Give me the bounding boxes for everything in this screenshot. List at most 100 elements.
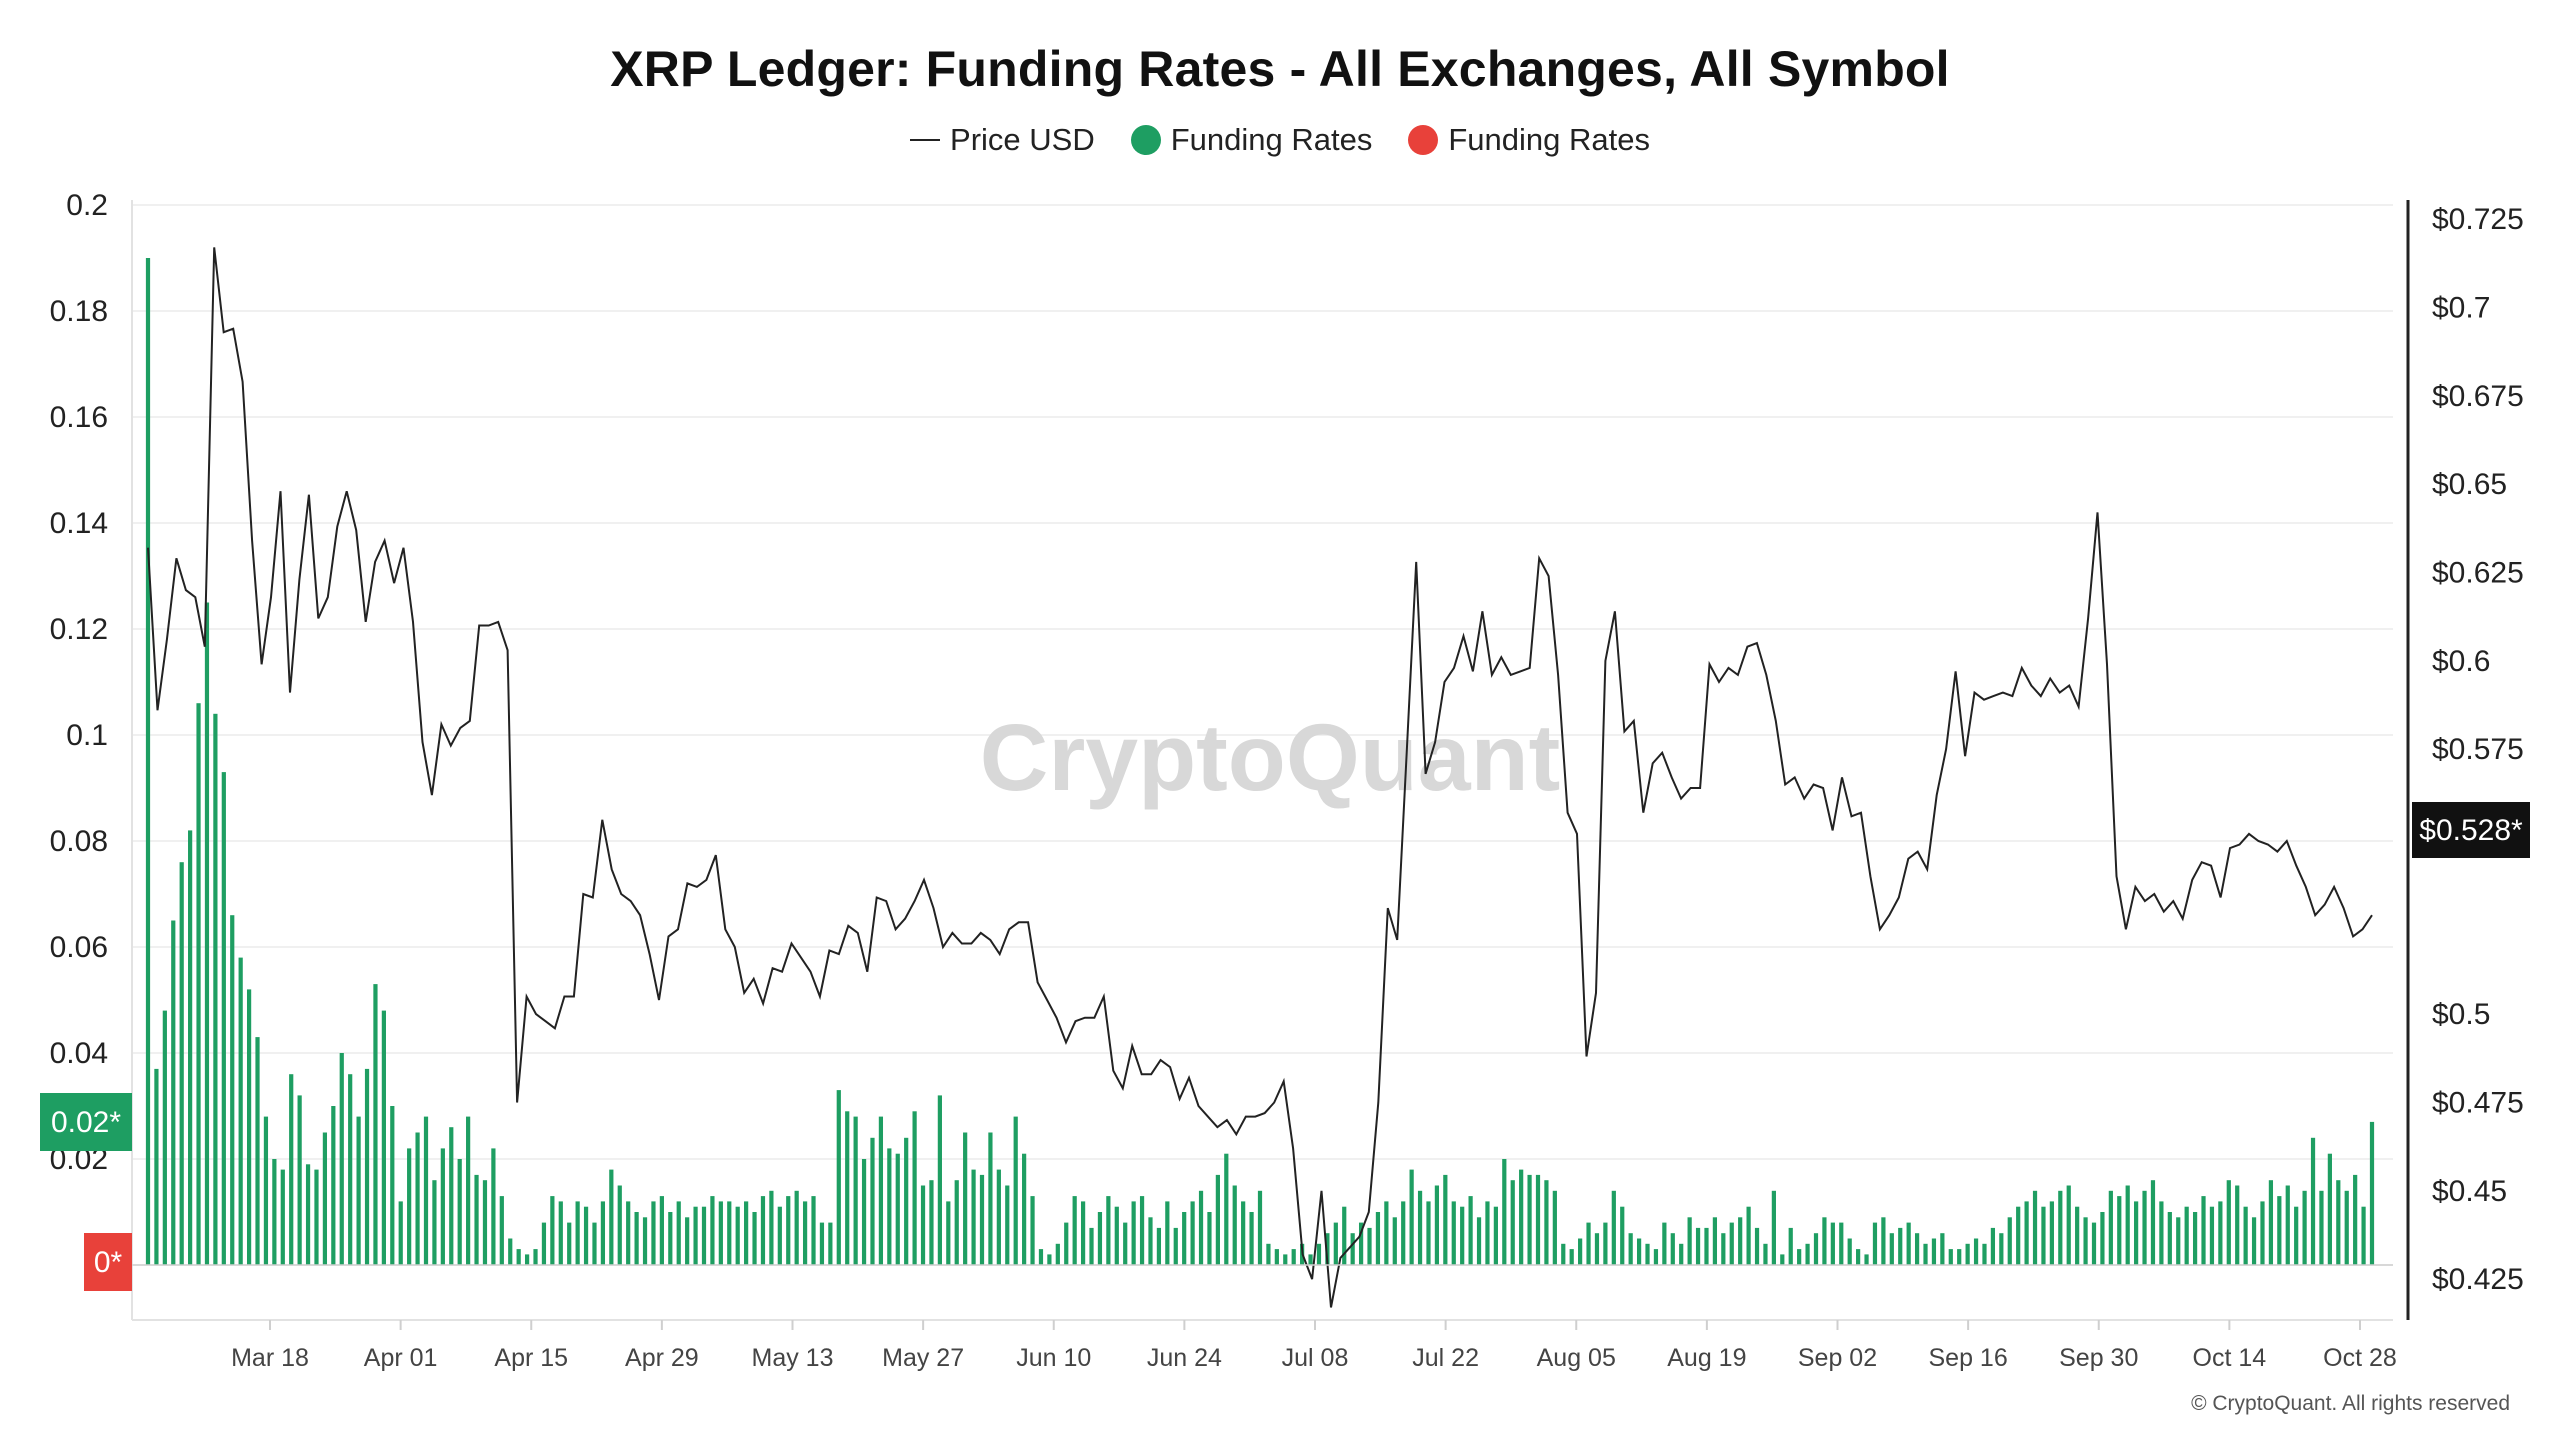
funding-rate-bar — [230, 915, 235, 1265]
x-tick-label: Oct 14 — [2193, 1344, 2267, 1372]
funding-rate-bar — [2075, 1206, 2080, 1265]
funding-rate-bar — [693, 1206, 698, 1265]
y-left-tick-labels: 0.20.180.160.140.120.10.080.060.040.020 — [50, 189, 108, 1282]
funding-rate-bar — [1257, 1190, 1263, 1265]
funding-rate-bar — [1384, 1201, 1389, 1265]
y-right-tick-label: $0.6 — [2432, 645, 2490, 678]
funding-rate-bar — [491, 1148, 496, 1265]
x-tick-label: Sep 02 — [1798, 1344, 1877, 1372]
funding-rate-bar — [1594, 1233, 1600, 1265]
funding-rate-bar — [255, 1037, 260, 1265]
funding-rate-bar — [280, 1169, 285, 1265]
funding-rate-bar — [1729, 1222, 1734, 1265]
funding-rate-bar — [499, 1196, 504, 1265]
funding-rate-bar — [1670, 1233, 1675, 1265]
funding-rate-bar — [1653, 1249, 1659, 1265]
legend-item-funding-positive[interactable]: Funding Rates — [1130, 122, 1373, 158]
funding-rate-bar — [1460, 1206, 1465, 1265]
y-right-tick-label: $0.675 — [2432, 380, 2524, 413]
funding-rate-bar — [1906, 1222, 1911, 1265]
funding-rate-bar — [1131, 1201, 1136, 1265]
y-right-tick-label: $0.7 — [2432, 291, 2490, 324]
funding-rate-bar — [811, 1196, 816, 1265]
y-left-tick-label: 0.12 — [50, 613, 108, 646]
funding-rate-bar — [853, 1116, 858, 1265]
funding-rate-bar — [1645, 1243, 1650, 1265]
funding-rate-bar — [1367, 1227, 1372, 1265]
funding-rate-bar — [1005, 1185, 1010, 1265]
funding-rate-bar — [1746, 1206, 1751, 1265]
funding-rate-bar — [1527, 1174, 1532, 1265]
funding-rate-bar — [1771, 1190, 1776, 1265]
left-red-badge-label: 0* — [94, 1246, 123, 1279]
funding-rate-bar — [2268, 1180, 2274, 1265]
funding-rate-bar — [2302, 1190, 2307, 1265]
funding-rate-bar — [1485, 1201, 1490, 1265]
funding-rate-bar — [2235, 1185, 2240, 1265]
funding-rate-bar — [617, 1185, 622, 1265]
funding-rate-bar — [2192, 1212, 2198, 1265]
funding-rate-bar — [2125, 1185, 2130, 1265]
funding-rate-bar — [246, 989, 252, 1265]
funding-rate-bar — [1198, 1190, 1204, 1265]
legend: Price USD Funding Rates Funding Rates — [0, 122, 2560, 158]
funding-rate-bar — [777, 1206, 782, 1265]
y-left-tick-label: 0.16 — [50, 401, 108, 434]
y-right-tick-label: $0.475 — [2432, 1086, 2524, 1119]
funding-rate-bar — [1544, 1180, 1549, 1265]
funding-rate-bar — [1889, 1233, 1894, 1265]
y-right-tick-label: $0.65 — [2432, 468, 2507, 501]
funding-rate-bar — [1695, 1227, 1701, 1265]
funding-rate-bar — [2361, 1206, 2366, 1265]
funding-rate-bar — [1350, 1233, 1355, 1265]
legend-item-price[interactable]: Price USD — [910, 122, 1095, 158]
funding-rate-bar — [1089, 1227, 1094, 1265]
funding-rate-bar — [407, 1148, 412, 1265]
funding-rate-bar — [1443, 1174, 1448, 1265]
funding-rate-bar — [2108, 1190, 2113, 1265]
funding-rate-bar — [516, 1249, 521, 1265]
y-left-tick-label: 0.04 — [50, 1037, 108, 1070]
funding-rate-bar — [524, 1254, 530, 1265]
funding-rate-bar — [583, 1206, 589, 1265]
funding-rate-bar — [263, 1116, 269, 1265]
funding-rate-bar — [1401, 1201, 1406, 1265]
funding-rate-bar — [179, 862, 184, 1265]
funding-rate-bar — [1813, 1233, 1819, 1265]
funding-rate-bar — [1712, 1217, 1718, 1265]
legend-item-funding-negative[interactable]: Funding Rates — [1408, 122, 1650, 158]
funding-rate-bar — [238, 957, 243, 1265]
funding-rate-bar — [541, 1222, 547, 1265]
y-right-tick-label: $0.425 — [2432, 1263, 2524, 1296]
funding-rate-bar — [1519, 1169, 1524, 1265]
funding-rate-bar — [2201, 1196, 2206, 1265]
funding-rate-bar — [1754, 1227, 1760, 1265]
funding-rate-bar — [2091, 1222, 2097, 1265]
funding-rate-bar — [861, 1159, 867, 1265]
funding-rate-bar — [2184, 1206, 2189, 1265]
funding-rate-bar — [2032, 1190, 2038, 1265]
funding-rate-bar — [769, 1190, 774, 1265]
x-tick-label: May 13 — [752, 1344, 834, 1372]
funding-rate-bar — [1139, 1196, 1145, 1265]
price-line — [147, 247, 2373, 1308]
funding-rate-bar — [609, 1169, 614, 1265]
funding-rate-bar — [1148, 1217, 1153, 1265]
funding-rate-bar — [221, 772, 226, 1265]
copyright-text: © CryptoQuant. All rights reserved — [2191, 1392, 2510, 1415]
funding-rate-bar — [2167, 1212, 2172, 1265]
funding-rate-bar — [794, 1190, 799, 1265]
funding-rate-bar — [1426, 1201, 1431, 1265]
legend-label-funding-positive: Funding Rates — [1170, 122, 1373, 157]
funding-rate-bar — [432, 1180, 437, 1265]
funding-rate-bar — [2310, 1137, 2316, 1265]
line-legend-icon — [910, 139, 941, 141]
left-green-badge: 0.02* — [40, 1093, 132, 1151]
funding-rate-bars — [145, 258, 2375, 1265]
x-tick-label: Oct 28 — [2323, 1344, 2397, 1372]
right-price-badge: $0.528* — [2412, 802, 2530, 858]
funding-rate-bar — [348, 1074, 353, 1265]
left-green-badge-label: 0.02* — [51, 1106, 121, 1139]
funding-rate-bar — [701, 1206, 707, 1265]
